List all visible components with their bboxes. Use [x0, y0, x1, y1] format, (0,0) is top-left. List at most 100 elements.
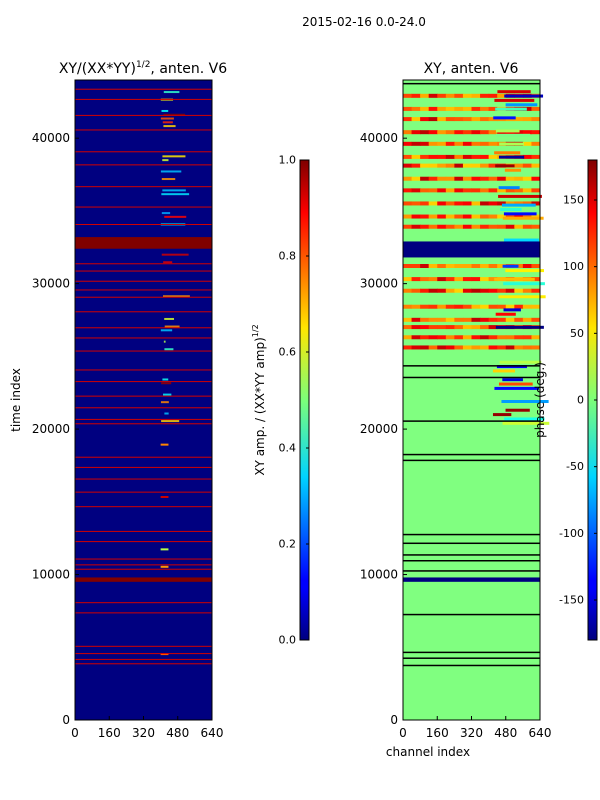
heatmap-cell	[522, 304, 532, 309]
heatmap-cell	[494, 386, 540, 390]
heatmap-cell	[437, 345, 447, 350]
heatmap-cell	[454, 288, 464, 293]
heatmap-cell	[502, 264, 519, 268]
heatmap-cell	[445, 224, 455, 229]
heatmap-cell	[488, 224, 498, 229]
heatmap-cell	[454, 304, 464, 309]
heatmap-cell	[437, 176, 447, 181]
heatmap-cell	[505, 214, 515, 219]
heatmap-cell	[163, 261, 173, 264]
heatmap-cell	[428, 117, 438, 122]
heatmap-row	[75, 564, 212, 566]
heatmap-cell	[420, 93, 430, 98]
heatmap-cell	[505, 188, 515, 193]
heatmap-cell	[403, 163, 413, 168]
heatmap-cell	[505, 103, 538, 107]
heatmap-cell	[497, 224, 507, 229]
heatmap-cell	[480, 264, 490, 268]
heatmap-cell	[522, 106, 532, 111]
phase-panel: XY, anten. V6 0 160 320 480 640 0 10000 20000 3…	[360, 61, 552, 759]
heatmap-row	[75, 663, 212, 665]
heatmap-cell	[471, 304, 481, 309]
heatmap-cell	[480, 154, 490, 159]
heatmap-row	[75, 151, 212, 153]
heatmap-cell	[445, 176, 455, 181]
heatmap-cell	[488, 130, 498, 135]
heatmap-row	[75, 369, 212, 371]
heatmap-cell	[462, 201, 472, 206]
heatmap-cell	[160, 565, 169, 568]
heatmap-cell	[504, 94, 544, 98]
heatmap-cell	[445, 201, 455, 206]
heatmap-cell	[493, 116, 516, 120]
heatmap-cell	[522, 224, 532, 229]
heatmap-row	[75, 129, 212, 131]
heatmap-cell	[420, 335, 430, 340]
heatmap-cell	[428, 317, 438, 322]
heatmap-cell	[161, 193, 190, 196]
heatmap-cell	[437, 335, 447, 340]
heatmap-cell	[162, 159, 169, 162]
heatmap-cell	[420, 288, 430, 293]
heatmap-cell	[503, 238, 539, 242]
heatmap-cell	[502, 421, 550, 425]
heatmap-cell	[531, 288, 541, 293]
heatmap-cell	[428, 141, 438, 146]
heatmap-cell	[480, 130, 490, 135]
phase-panel-title: XY, anten. V6	[424, 61, 519, 77]
phase-colorbar-label: phase (deg.)	[533, 362, 547, 438]
heatmap-cell	[437, 224, 447, 229]
heatmap-cell	[403, 117, 413, 122]
heatmap-cell	[403, 335, 413, 340]
heatmap-cell	[162, 189, 186, 192]
heatmap-cell	[505, 408, 530, 412]
heatmap-band	[403, 241, 540, 258]
heatmap-cell	[531, 264, 541, 268]
heatmap-cell	[462, 304, 472, 309]
heatmap-cell	[428, 264, 438, 268]
colorbar-tick-label: 0	[577, 394, 584, 407]
heatmap-cell	[488, 264, 498, 268]
heatmap-cell	[462, 214, 472, 219]
heatmap-cell	[498, 186, 520, 190]
heatmap-cell	[494, 151, 521, 155]
heatmap-cell	[471, 141, 481, 146]
heatmap-cell	[462, 130, 472, 135]
heatmap-row	[403, 82, 540, 85]
heatmap-cell	[471, 317, 481, 322]
amplitude-colorbar-ticks: 0.0 0.2 0.4 0.6 0.8 1.0	[279, 154, 309, 647]
heatmap-cell	[488, 345, 498, 350]
heatmap-cell	[497, 288, 507, 293]
heatmap-cell	[471, 288, 481, 293]
heatmap-cell	[420, 304, 430, 309]
heatmap-row	[75, 164, 212, 166]
heatmap-cell	[497, 264, 507, 268]
heatmap-cell	[164, 215, 187, 218]
heatmap-cell	[161, 178, 176, 181]
heatmap-row	[403, 459, 540, 462]
heatmap-cell	[471, 154, 481, 159]
heatmap-row	[403, 453, 540, 456]
heatmap-cell	[454, 201, 464, 206]
heatmap-cell	[480, 288, 490, 293]
heatmap-row	[403, 560, 540, 562]
heatmap-cell	[462, 325, 472, 330]
heatmap-row	[75, 418, 212, 420]
heatmap-cell	[164, 348, 174, 351]
heatmap-row	[75, 337, 212, 339]
heatmap-cell	[531, 304, 541, 309]
heatmap-cell	[497, 304, 507, 309]
heatmap-cell	[503, 308, 521, 312]
heatmap-cell	[503, 212, 537, 216]
heatmap-cell	[522, 264, 532, 268]
phase-colorbar-ticks: -150 -100 -50 0 50 100 150	[559, 194, 597, 607]
heatmap-cell	[499, 142, 524, 146]
heatmap-cell	[471, 188, 481, 193]
amplitude-y-label: time index	[9, 368, 23, 432]
heatmap-cell	[480, 224, 490, 229]
heatmap-cell	[411, 130, 421, 135]
heatmap-cell	[428, 154, 438, 159]
heatmap-cell	[503, 282, 545, 286]
y-tick-label: 40000	[360, 131, 398, 145]
heatmap-cell	[437, 317, 447, 322]
